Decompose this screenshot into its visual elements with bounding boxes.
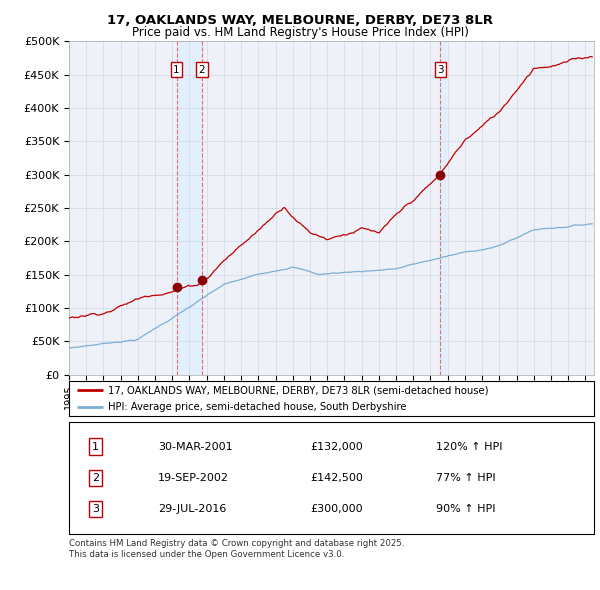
Bar [440,41,446,375]
Text: 29-JUL-2016: 29-JUL-2016 [158,504,227,514]
Text: 3: 3 [92,504,99,514]
Text: 1: 1 [173,65,180,74]
Text: 2: 2 [199,65,205,74]
Text: £132,000: £132,000 [311,441,363,451]
Text: Price paid vs. HM Land Registry's House Price Index (HPI): Price paid vs. HM Land Registry's House … [131,26,469,39]
Text: 120% ↑ HPI: 120% ↑ HPI [437,441,503,451]
Text: HPI: Average price, semi-detached house, South Derbyshire: HPI: Average price, semi-detached house,… [109,402,407,412]
Text: 30-MAR-2001: 30-MAR-2001 [158,441,233,451]
Bar [176,41,202,375]
Text: 90% ↑ HPI: 90% ↑ HPI [437,504,496,514]
Text: 3: 3 [437,65,444,74]
Text: 17, OAKLANDS WAY, MELBOURNE, DERBY, DE73 8LR (semi-detached house): 17, OAKLANDS WAY, MELBOURNE, DERBY, DE73… [109,385,489,395]
Text: 17, OAKLANDS WAY, MELBOURNE, DERBY, DE73 8LR: 17, OAKLANDS WAY, MELBOURNE, DERBY, DE73… [107,14,493,27]
Text: 1: 1 [92,441,99,451]
Text: 2: 2 [92,473,99,483]
Text: 19-SEP-2002: 19-SEP-2002 [158,473,229,483]
Text: 77% ↑ HPI: 77% ↑ HPI [437,473,496,483]
Text: Contains HM Land Registry data © Crown copyright and database right 2025.
This d: Contains HM Land Registry data © Crown c… [69,539,404,559]
Text: £300,000: £300,000 [311,504,363,514]
Text: £142,500: £142,500 [311,473,364,483]
